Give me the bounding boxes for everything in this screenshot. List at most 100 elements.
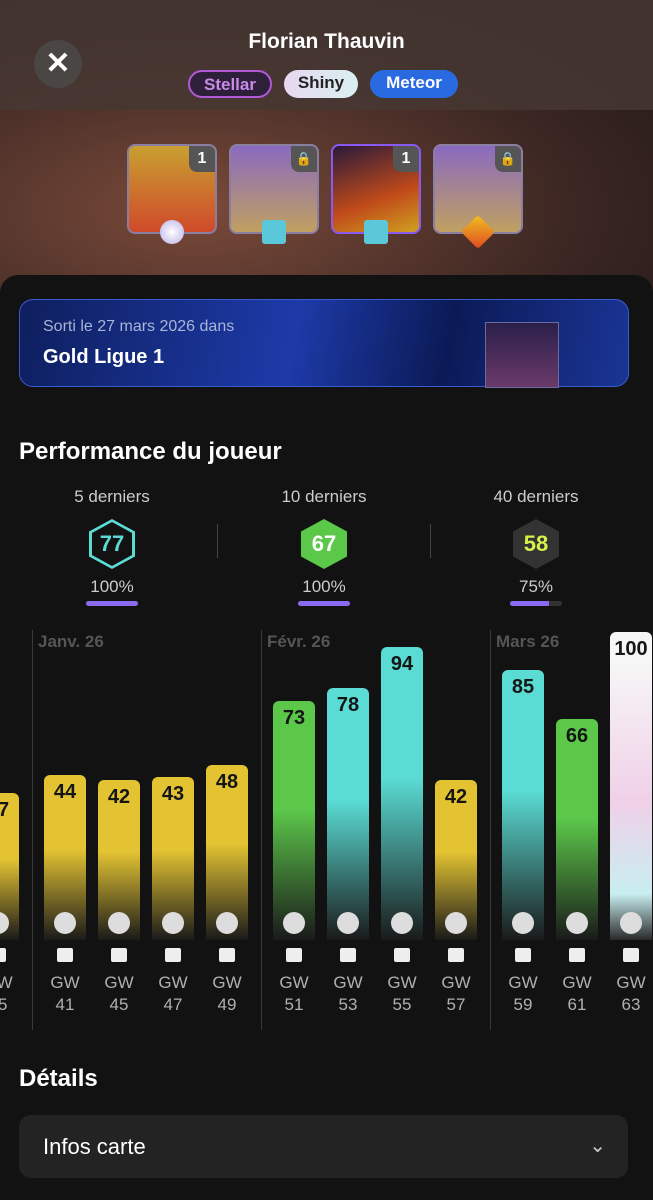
- stat-label: 5 derniers: [74, 487, 150, 506]
- gw-label: GW: [387, 973, 417, 992]
- bar-value: 43: [161, 783, 185, 806]
- completion-fill: [86, 601, 138, 606]
- completion-track: [298, 601, 350, 606]
- player-name: Florian Thauvin: [248, 30, 405, 53]
- completion-fill: [510, 601, 549, 606]
- bottom-sheet: [0, 275, 653, 1200]
- bar[interactable]: 85: [502, 670, 544, 940]
- divider: [430, 524, 431, 558]
- completion-fill: [298, 601, 350, 606]
- gw-number: 53: [338, 995, 358, 1014]
- bar[interactable]: 94: [381, 647, 423, 940]
- gw-label: GW: [333, 973, 363, 992]
- player-card[interactable]: 1: [127, 144, 217, 234]
- close-button[interactable]: ✕: [34, 40, 82, 88]
- tag[interactable]: Meteor: [370, 70, 458, 98]
- completion-track: [510, 601, 562, 606]
- jersey-icon: [111, 948, 127, 962]
- variant-icon: [160, 220, 184, 244]
- gw-number: 55: [392, 995, 412, 1014]
- club-logo: [391, 912, 413, 934]
- gw-label: GW: [212, 973, 242, 992]
- bar-value: 85: [511, 676, 535, 699]
- jersey-icon: [219, 948, 235, 962]
- club-logo: [620, 912, 642, 934]
- bar[interactable]: 48: [206, 764, 248, 940]
- bar-value: 66: [565, 724, 589, 747]
- club-logo: [162, 912, 184, 934]
- club-logo: [54, 912, 76, 934]
- jersey-icon: [340, 948, 356, 962]
- stat-label: 10 derniers: [281, 487, 367, 506]
- player-card[interactable]: 1: [331, 144, 421, 234]
- jersey-icon: [448, 948, 464, 962]
- completion-label: 75%: [518, 577, 554, 596]
- gw-label: GW: [158, 973, 188, 992]
- completion-label: 100%: [302, 577, 346, 596]
- month-separator: [490, 630, 491, 1030]
- gw-label: GW: [0, 973, 13, 992]
- bar-value: 48: [215, 770, 239, 793]
- club-logo: [566, 912, 588, 934]
- variant-icon: [262, 220, 286, 244]
- gw-number: 45: [109, 995, 129, 1014]
- jersey-icon: [394, 948, 410, 962]
- month-separator: [32, 630, 33, 1030]
- bar-value: 37: [0, 798, 10, 821]
- tag[interactable]: Shiny: [284, 70, 358, 98]
- gw-label: GW: [50, 973, 80, 992]
- chevron: ⌄: [589, 1135, 606, 1157]
- gw-label: GW: [562, 973, 592, 992]
- lock-icon: 🔒: [495, 146, 521, 172]
- score-hexagon: 77: [89, 519, 135, 569]
- month-label: Mars 26: [496, 632, 560, 651]
- club-logo: [337, 912, 359, 934]
- month-label: Janv. 26: [38, 632, 104, 651]
- bar[interactable]: 73: [273, 700, 315, 940]
- bar-value: 78: [336, 694, 360, 717]
- stat: 10 derniers 67 100%: [224, 487, 424, 606]
- bar[interactable]: 100: [610, 632, 652, 940]
- jersey-icon: [165, 948, 181, 962]
- gw-number: 63: [621, 995, 641, 1014]
- club-logo: [283, 912, 305, 934]
- release-banner[interactable]: Sorti le 27 mars 2026 dans Gold Ligue 1: [19, 299, 629, 388]
- score-hexagon: 67: [301, 519, 347, 569]
- lock-icon: 🔒: [291, 146, 317, 172]
- performance-chart: 37 GW 35 Janv. 26 44 GW 41 42 GW 45 43 GW 47 48 GW 49 Fé…: [0, 630, 653, 1030]
- gw-number: 57: [446, 995, 466, 1014]
- gw-number: 35: [0, 995, 8, 1014]
- gw-label: GW: [508, 973, 538, 992]
- gw-label: GW: [104, 973, 134, 992]
- bar-value: 42: [444, 785, 468, 808]
- stat: 5 derniers 77 100%: [12, 487, 212, 606]
- hex-inner: 77: [92, 522, 132, 566]
- player-card[interactable]: 🔒: [229, 144, 319, 234]
- card-count: 1: [393, 146, 419, 172]
- set-image: [485, 322, 559, 388]
- bar[interactable]: 37: [0, 792, 19, 940]
- gw-number: 41: [55, 995, 75, 1014]
- bar[interactable]: 78: [327, 688, 369, 940]
- gw-number: 47: [163, 995, 183, 1014]
- jersey-icon: [515, 948, 531, 962]
- gw-label: GW: [616, 973, 646, 992]
- bar-value: 44: [53, 780, 77, 803]
- tag[interactable]: Stellar: [188, 70, 272, 98]
- dropdown-label: Infos carte: [43, 1134, 146, 1159]
- jersey-icon: [569, 948, 585, 962]
- gw-number: 49: [217, 995, 237, 1014]
- month-separator: [261, 630, 262, 1030]
- bar[interactable]: 66: [556, 718, 598, 940]
- dropdown[interactable]: Infos carte ⌄: [19, 1115, 628, 1178]
- release-set: Gold Ligue 1: [43, 346, 165, 368]
- completion-track: [86, 601, 138, 606]
- club-logo: [216, 912, 238, 934]
- club-logo: [445, 912, 467, 934]
- bar-value: 42: [107, 785, 131, 808]
- club-logo: [512, 912, 534, 934]
- section-title: Performance du joueur: [19, 438, 282, 465]
- club-logo: [108, 912, 130, 934]
- bar-value: 73: [282, 706, 306, 729]
